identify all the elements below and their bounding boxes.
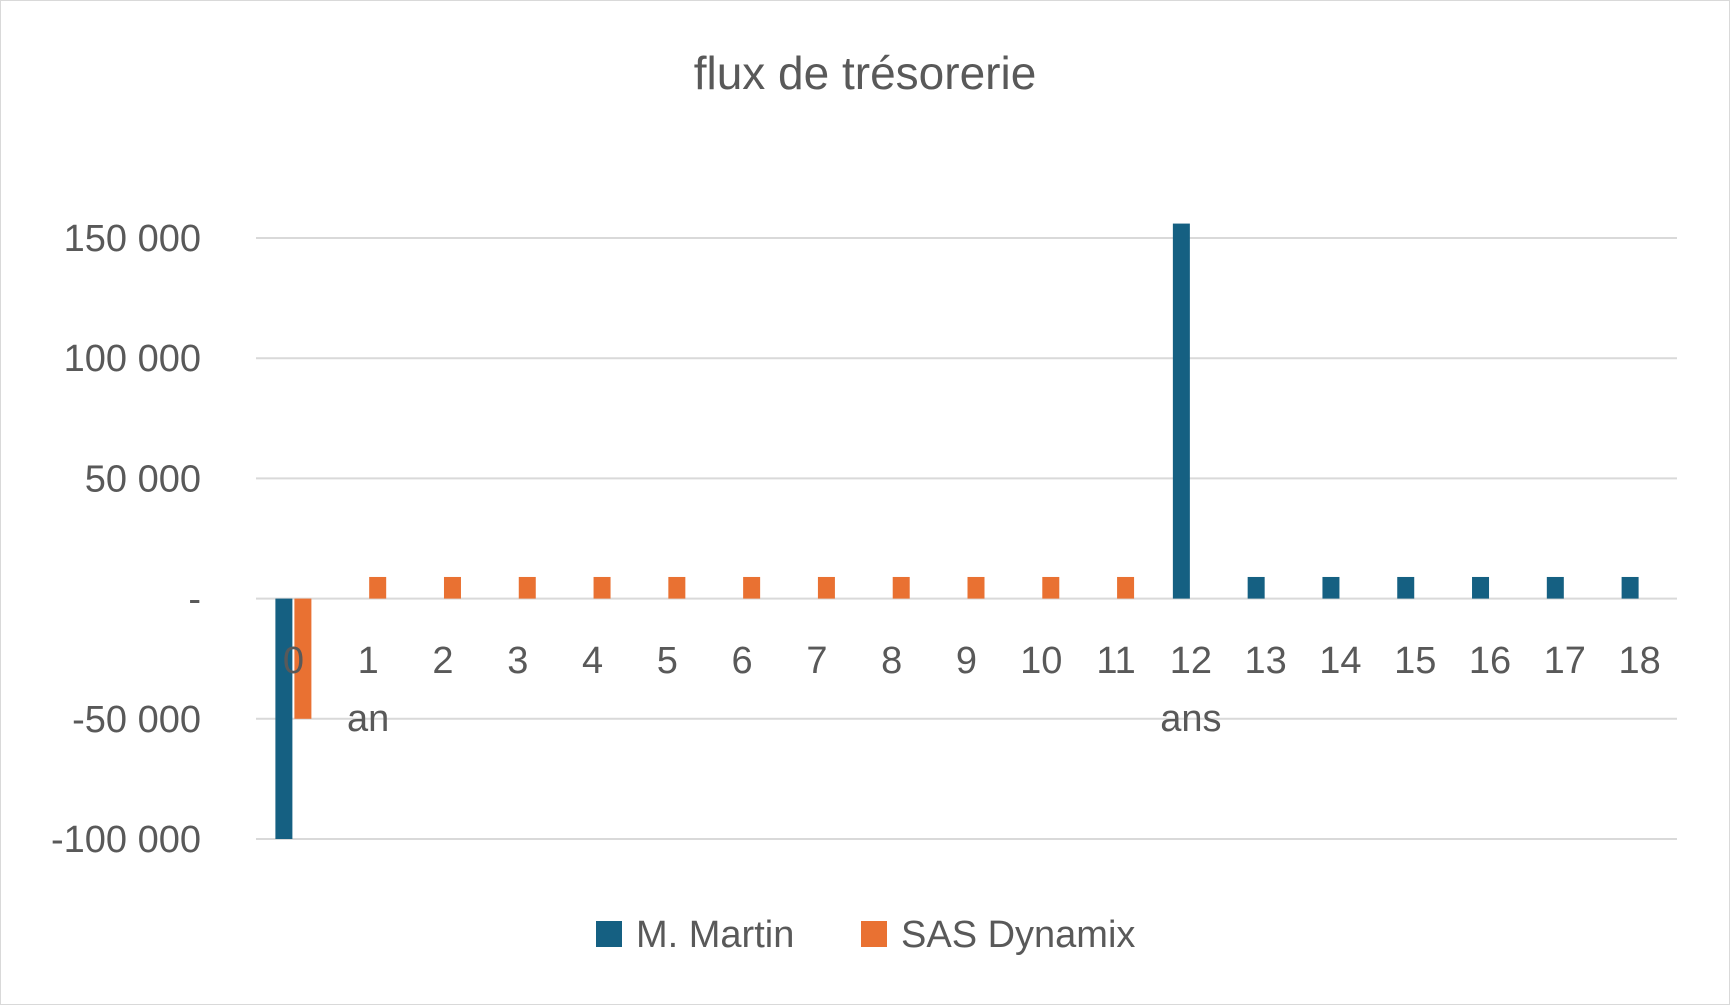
y-axis-ticks: 150 000 100 000 50 000 - -50 000 -100 000 xyxy=(51,218,201,861)
bar xyxy=(369,576,387,599)
x-tick-label: 16 xyxy=(1469,640,1511,682)
bar xyxy=(1117,576,1135,599)
x-tick-label: 8 xyxy=(881,640,902,682)
bar xyxy=(967,576,985,599)
x-tick-label: 1 an xyxy=(347,640,389,740)
x-tick-label: 2 xyxy=(432,640,453,682)
legend: M. Martin SAS Dynamix xyxy=(596,914,1135,956)
x-tick-label: 12 ans xyxy=(1160,640,1221,740)
x-tick-label: 13 xyxy=(1245,640,1287,682)
bar xyxy=(668,576,686,599)
y-tick-label: - xyxy=(188,579,201,621)
y-tick-label: -100 000 xyxy=(51,819,201,861)
bar xyxy=(1172,223,1190,599)
bars xyxy=(275,223,1639,839)
bar xyxy=(892,576,910,599)
y-tick-label: -50 000 xyxy=(72,699,201,741)
legend-swatch xyxy=(596,921,622,947)
bar xyxy=(1472,576,1490,599)
bar xyxy=(743,576,761,599)
bar xyxy=(275,598,293,839)
bar xyxy=(294,598,312,719)
x-tick-label: 18 xyxy=(1618,640,1660,682)
x-tick-label: 10 xyxy=(1020,640,1062,682)
bar xyxy=(1042,576,1060,599)
gridlines xyxy=(256,237,1677,840)
bar xyxy=(1546,576,1564,599)
y-tick-label: 50 000 xyxy=(85,458,201,500)
x-tick-label: 0 xyxy=(283,640,304,682)
legend-swatch xyxy=(861,921,887,947)
x-tick-label: 15 xyxy=(1394,640,1436,682)
bar xyxy=(817,576,835,599)
bar xyxy=(593,576,611,599)
x-axis-ticks: 0 1 an 2 3 4 5 6 7 8 9 10 11 12 ans 13 14 15 16 17 18 xyxy=(283,640,1661,740)
bar xyxy=(518,576,536,599)
x-tick-label: 7 xyxy=(806,640,827,682)
bar xyxy=(443,576,461,599)
x-tick-label: 14 xyxy=(1319,640,1361,682)
bar xyxy=(1247,576,1265,599)
legend-label: SAS Dynamix xyxy=(901,914,1135,956)
chart-title: flux de trésorerie xyxy=(694,47,1037,99)
x-tick-label: 5 xyxy=(657,640,678,682)
x-tick-label: 4 xyxy=(582,640,603,682)
y-tick-label: 100 000 xyxy=(64,338,201,380)
bar xyxy=(1322,576,1340,599)
y-tick-label: 150 000 xyxy=(64,218,201,260)
x-tick-label: 17 xyxy=(1544,640,1586,682)
x-tick-label: 6 xyxy=(732,640,753,682)
bar xyxy=(1397,576,1415,599)
x-tick-label: 9 xyxy=(956,640,977,682)
x-tick-label: 11 xyxy=(1096,640,1135,682)
x-tick-label: 3 xyxy=(507,640,528,682)
bar xyxy=(1621,576,1639,599)
legend-label: M. Martin xyxy=(636,914,794,956)
